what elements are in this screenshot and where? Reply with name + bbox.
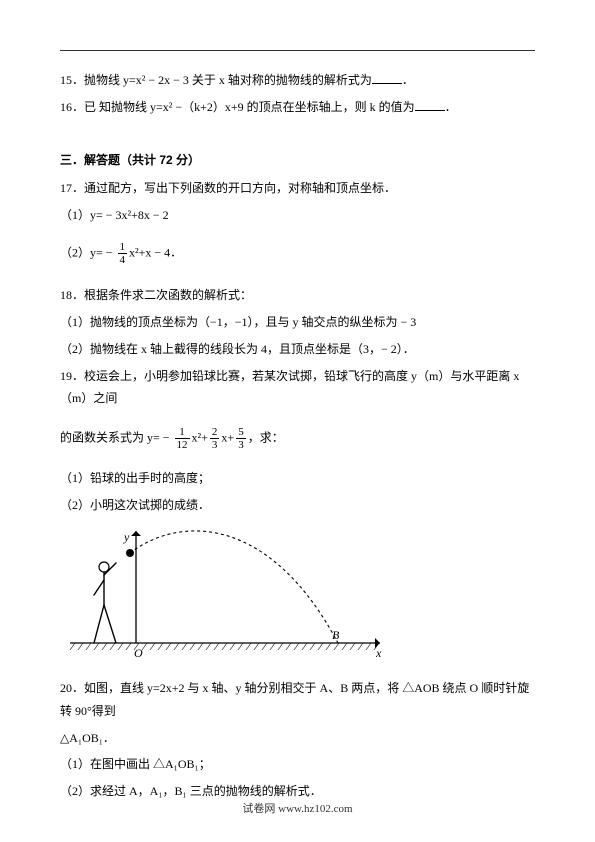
trajectory-figure: y x O B [70,525,390,665]
q19b: 的函数关系式为 y= − 112x²+23x+53，求： [60,426,535,451]
q15: 15．抛物线 y=x² − 2x − 3 关于 x 轴对称的抛物线的解析式为 ． [60,69,535,92]
q19-2: （2）小明这次试掷的成绩． [60,494,535,517]
q19b-c: x+ [221,431,234,445]
q19-1: （1）铅球的出手时的高度； [60,467,535,490]
q19b-den3: 3 [236,439,246,451]
trajectory-svg: y x O B [70,525,390,665]
spacer [60,270,535,280]
q16-text: 16．已 知抛物线 y=x² −（k+2）x+9 的顶点在坐标轴上，则 k 的值… [60,100,415,114]
q17-2-b: x²+x − 4． [129,245,182,259]
q17-2-den: 4 [118,254,128,266]
q19b-frac3: 53 [236,426,246,451]
q17-2-frac: 14 [118,241,128,266]
q19b-b: x²+ [192,431,208,445]
svg-text:x: x [375,646,382,660]
footer: 试卷网 www.hz102.com [0,799,595,820]
q15-text: 15．抛物线 y=x² − 2x − 3 关于 x 轴对称的抛物线的解析式为 [60,73,372,87]
section-title: 三．解答题（共计 72 分） [60,149,535,172]
spacer [60,231,535,237]
q20a: 20．如图，直线 y=2x+2 与 x 轴、y 轴分别相交于 A、B 两点，将 … [60,677,535,723]
q19b-a: 的函数关系式为 y= − [60,431,173,445]
q15-blank [372,71,402,84]
q19b-num1: 1 [175,426,190,439]
svg-text:B: B [332,628,340,642]
q20-1: （1）在图中画出 △A₁OB₁； [60,753,535,776]
q17-2-num: 1 [118,241,128,254]
q17-2-a: （2）y= − [60,245,116,259]
spacer [60,414,535,422]
page-container: 15．抛物线 y=x² − 2x − 3 关于 x 轴对称的抛物线的解析式为． … [0,0,595,842]
q19b-den1: 12 [175,439,190,451]
q16-blank [415,98,445,111]
q19b-frac1: 112 [175,426,190,451]
spacer [60,123,535,133]
q20b: △A₁OB₁． [60,727,535,750]
top-rule [60,50,535,51]
svg-text:O: O [134,646,143,660]
q16: 16．已 知抛物线 y=x² −（k+2）x+9 的顶点在坐标轴上，则 k 的值… [60,96,535,119]
q18: 18．根据条件求二次函数的解析式： [60,284,535,307]
q19b-num2: 2 [210,426,220,439]
q18-1: （1）抛物线的顶点坐标为（−1，−1），且与 y 轴交点的纵坐标为 − 3 [60,311,535,334]
svg-text:y: y [123,530,130,544]
q15-tail: ． [402,73,414,87]
q19b-den2: 3 [210,439,220,451]
q19b-d: ，求： [248,431,284,445]
q19b-num3: 5 [236,426,246,439]
q17: 17．通过配方，写出下列函数的开口方向，对称轴和顶点坐标． [60,177,535,200]
q19b-frac2: 23 [210,426,220,451]
q16-tail: ． [445,100,457,114]
q18-2: （2）抛物线在 x 轴上截得的线段长为 4，且顶点坐标是（3，− 2）． [60,338,535,361]
q17-1: （1）y= − 3x²+8x − 2 [60,204,535,227]
spacer [60,455,535,463]
q17-2: （2）y= − 14x²+x − 4． [60,241,535,266]
q19: 19．校运会上，小明参加铅球比赛，若某次试掷，铅球飞行的高度 y（m）与水平距离… [60,365,535,411]
